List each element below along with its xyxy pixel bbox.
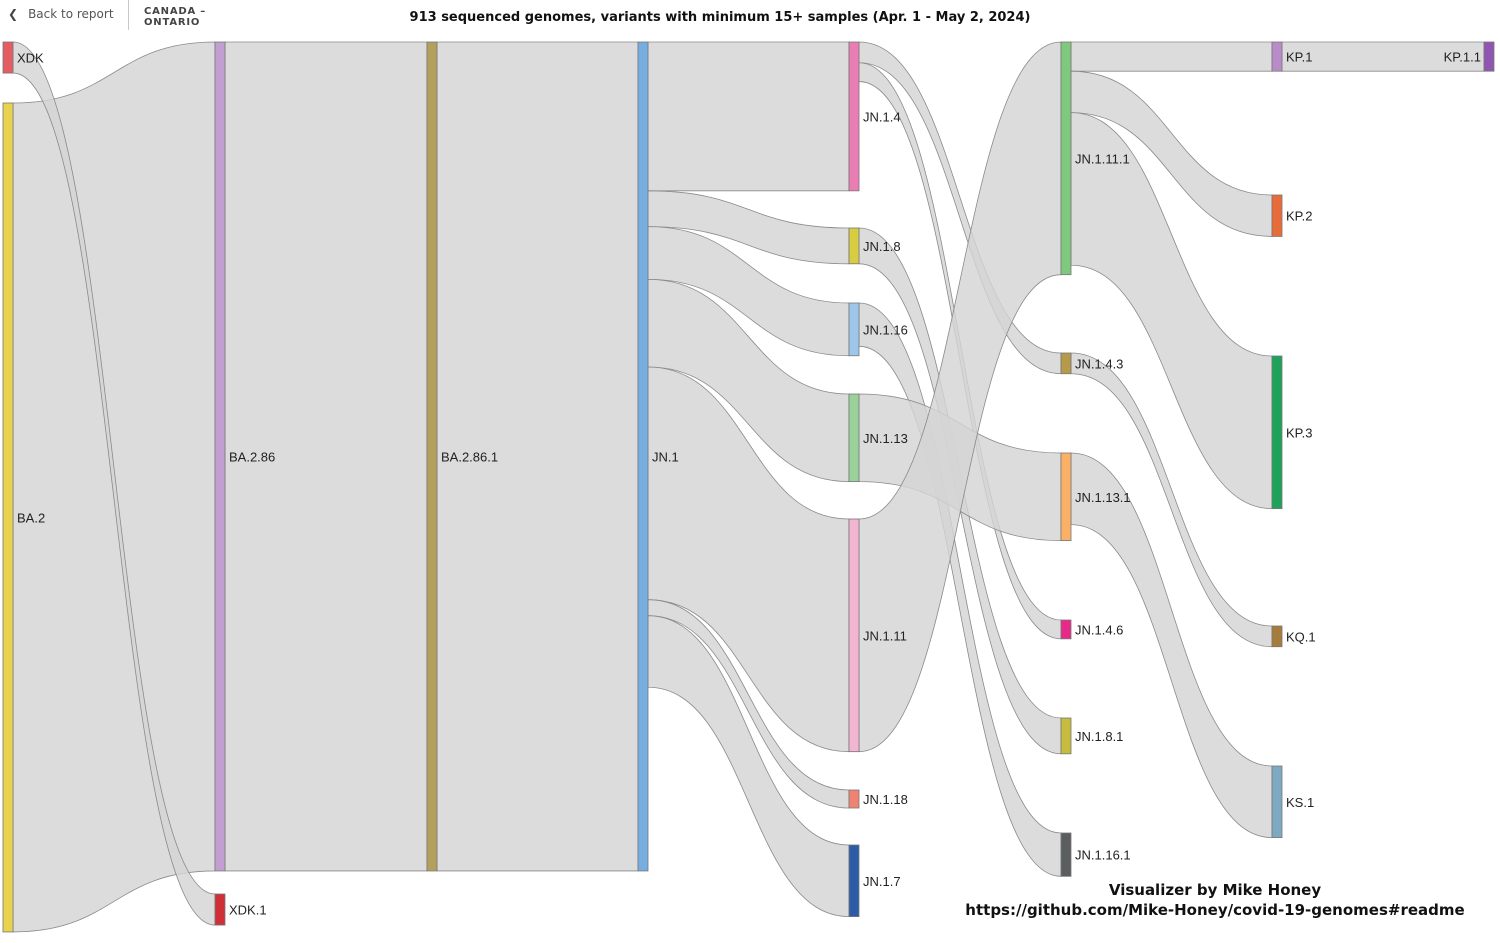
sankey-label-jn-1-8-1: JN.1.8.1 bbox=[1075, 729, 1123, 744]
sankey-link-jn-1-11-1-to-kp-1[interactable] bbox=[1070, 41, 1273, 72]
sankey-node-kp-1-1[interactable] bbox=[1483, 41, 1495, 72]
sankey-node-jn-1-8[interactable] bbox=[848, 227, 860, 265]
sankey-node-jn-1-16-1[interactable] bbox=[1060, 832, 1072, 877]
sankey-label-ba-2-86: BA.2.86 bbox=[229, 449, 275, 464]
sankey-node-jn-1-4-6[interactable] bbox=[1060, 619, 1072, 640]
back-to-report-button[interactable]: ❮ Back to report bbox=[8, 5, 114, 23]
sankey-node-ba-2[interactable] bbox=[2, 102, 14, 933]
sankey-node-kp-3[interactable] bbox=[1271, 355, 1283, 510]
sankey-label-jn-1-4-3: JN.1.4.3 bbox=[1075, 356, 1123, 371]
sankey-label-jn-1-16-1: JN.1.16.1 bbox=[1075, 848, 1131, 863]
chevron-left-icon: ❮ bbox=[8, 7, 19, 21]
sankey-label-jn-1-13-1: JN.1.13.1 bbox=[1075, 490, 1131, 505]
sankey-node-kp-1[interactable] bbox=[1271, 41, 1283, 72]
sankey-label-kp-2: KP.2 bbox=[1286, 209, 1313, 224]
sankey-node-jn-1-13[interactable] bbox=[848, 393, 860, 483]
sankey-label-ks-1: KS.1 bbox=[1286, 795, 1314, 810]
sankey-label-xdk: XDK bbox=[17, 51, 44, 66]
sankey-labels: XDK BA.2 BA.2.86 XDK.1 BA.2.86.1 JN.1 JN.1.4 JN… bbox=[17, 50, 1481, 918]
sankey-label-jn-1-4: JN.1.4 bbox=[863, 109, 901, 124]
sankey-link-jn-1-to-jn-1-4[interactable] bbox=[647, 41, 850, 192]
sankey-node-ba-2-86[interactable] bbox=[214, 41, 226, 872]
chart-title: 913 sequenced genomes, variants with min… bbox=[409, 10, 1031, 25]
sankey-label-kp-1-1: KP.1.1 bbox=[1444, 50, 1481, 65]
report-header: ❮ Back to report CANADA – ONTARIO bbox=[0, 0, 260, 30]
sankey-node-jn-1-4[interactable] bbox=[848, 41, 860, 192]
credit-author: Visualizer by Mike Honey bbox=[1108, 881, 1322, 899]
sankey-node-jn-1-4-3[interactable] bbox=[1060, 352, 1072, 375]
sankey-node-ba-2-86-1[interactable] bbox=[426, 41, 438, 872]
credit-url[interactable]: https://github.com/Mike-Honey/covid-19-g… bbox=[965, 901, 1465, 919]
sankey-label-kp-1: KP.1 bbox=[1286, 50, 1313, 65]
sankey-label-kq-1: KQ.1 bbox=[1286, 629, 1316, 644]
sankey-label-jn-1-16: JN.1.16 bbox=[863, 322, 908, 337]
sankey-node-jn-1-11-1[interactable] bbox=[1060, 41, 1072, 276]
sankey-node-jn-1-11[interactable] bbox=[848, 518, 860, 753]
sankey-node-xdk[interactable] bbox=[2, 41, 14, 74]
sankey-label-jn-1-7: JN.1.7 bbox=[863, 874, 901, 889]
sankey-node-kq-1[interactable] bbox=[1271, 625, 1283, 648]
header-divider bbox=[128, 0, 129, 30]
sankey-label-jn-1-13: JN.1.13 bbox=[863, 431, 908, 446]
sankey-node-jn-1-18[interactable] bbox=[848, 789, 860, 809]
sankey-node-kp-2[interactable] bbox=[1271, 194, 1283, 237]
sankey-label-xdk-1: XDK.1 bbox=[229, 903, 267, 918]
sankey-label-jn-1-18: JN.1.18 bbox=[863, 792, 908, 807]
sankey-label-jn-1-11-1: JN.1.11.1 bbox=[1075, 151, 1130, 166]
sankey-label-jn-1-4-6: JN.1.4.6 bbox=[1075, 622, 1123, 637]
sankey-label-jn-1-8: JN.1.8 bbox=[863, 239, 901, 254]
region-label: CANADA – ONTARIO bbox=[144, 6, 207, 28]
sankey-node-jn-1[interactable] bbox=[637, 41, 649, 872]
back-to-report-label: Back to report bbox=[28, 7, 114, 21]
sankey-label-ba-2: BA.2 bbox=[17, 510, 45, 525]
credit-block: Visualizer by Mike Honey https://github.… bbox=[960, 880, 1470, 920]
sankey-label-jn-1: JN.1 bbox=[652, 449, 679, 464]
sankey-label-ba-2-86-1: BA.2.86.1 bbox=[441, 449, 498, 464]
sankey-label-jn-1-11: JN.1.11 bbox=[863, 628, 907, 643]
sankey-node-jn-1-13-1[interactable] bbox=[1060, 452, 1072, 542]
sankey-node-jn-1-8-1[interactable] bbox=[1060, 717, 1072, 755]
sankey-node-xdk-1[interactable] bbox=[214, 893, 226, 926]
sankey-node-ks-1[interactable] bbox=[1271, 765, 1283, 838]
sankey-node-jn-1-16[interactable] bbox=[848, 302, 860, 357]
sankey-node-jn-1-7[interactable] bbox=[848, 844, 860, 917]
sankey-nodes bbox=[2, 41, 1495, 933]
sankey-label-kp-3: KP.3 bbox=[1286, 425, 1313, 440]
sankey-links bbox=[12, 41, 1485, 933]
